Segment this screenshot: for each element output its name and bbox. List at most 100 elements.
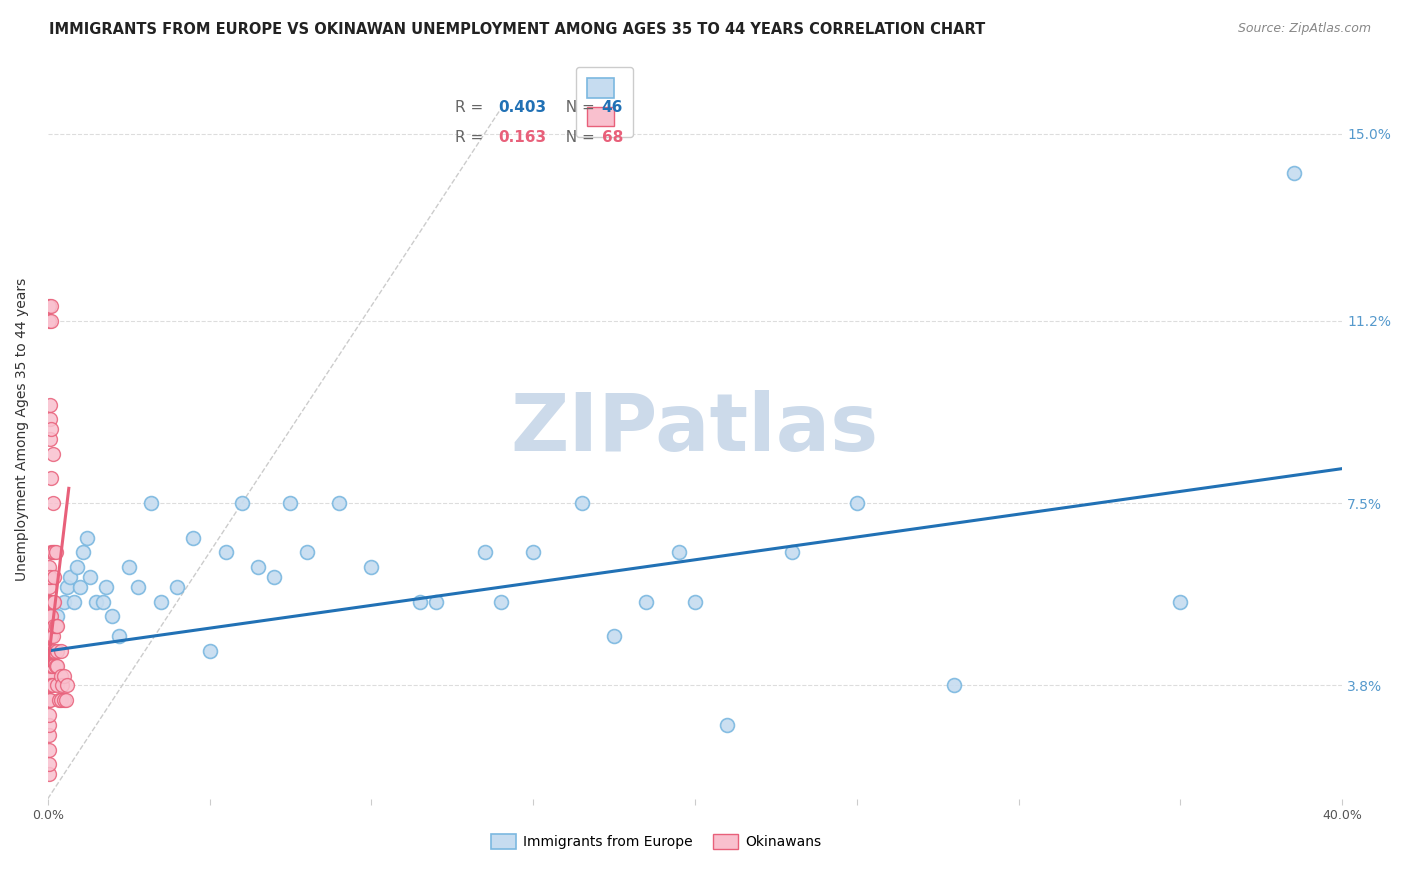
Point: [38, 299, 60, 313]
Point: [39, 422, 62, 436]
Point: [46, 678, 69, 692]
Point: [39, 644, 62, 658]
Text: R =: R =: [456, 100, 489, 115]
Point: [41, 595, 63, 609]
Point: [1170, 595, 1192, 609]
Point: [72, 545, 94, 559]
Point: [39, 570, 62, 584]
Text: N =: N =: [557, 129, 600, 145]
Point: [48, 693, 70, 707]
Point: [91, 595, 114, 609]
Point: [263, 570, 285, 584]
Point: [38, 580, 60, 594]
Text: N =: N =: [557, 100, 600, 115]
Point: [39, 668, 62, 682]
Point: [59, 570, 82, 584]
Point: [522, 545, 544, 559]
Point: [942, 678, 965, 692]
Text: 0.403: 0.403: [498, 100, 547, 115]
Point: [84, 595, 107, 609]
Point: [38, 629, 60, 643]
Point: [41, 629, 63, 643]
Point: [66, 560, 89, 574]
Point: [38, 678, 60, 692]
Point: [215, 545, 238, 559]
Point: [571, 496, 593, 510]
Point: [39, 299, 62, 313]
Point: [46, 609, 69, 624]
Text: ZIPatlas: ZIPatlas: [510, 390, 879, 468]
Point: [39, 609, 62, 624]
Point: [44, 644, 66, 658]
Point: [38, 609, 60, 624]
Point: [38, 644, 60, 658]
Point: [39, 595, 62, 609]
Point: [49, 693, 72, 707]
Point: [328, 496, 350, 510]
Point: [62, 595, 84, 609]
Point: [38, 314, 60, 328]
Point: [39, 314, 62, 328]
Point: [198, 644, 221, 658]
Point: [55, 693, 77, 707]
Point: [52, 693, 75, 707]
Legend: Immigrants from Europe, Okinawans: Immigrants from Europe, Okinawans: [485, 829, 827, 855]
Point: [41, 496, 63, 510]
Point: [183, 531, 205, 545]
Point: [603, 629, 626, 643]
Point: [38, 595, 60, 609]
Point: [39, 609, 62, 624]
Point: [38, 570, 60, 584]
Point: [38, 767, 60, 781]
Point: [44, 595, 66, 609]
Point: [56, 580, 79, 594]
Point: [101, 609, 124, 624]
Point: [45, 545, 67, 559]
Point: [38, 728, 60, 742]
Point: [38, 718, 60, 732]
Point: [38, 658, 60, 673]
Y-axis label: Unemployment Among Ages 35 to 44 years: Unemployment Among Ages 35 to 44 years: [15, 277, 30, 581]
Point: [39, 432, 62, 446]
Point: [118, 560, 141, 574]
Point: [44, 545, 66, 559]
Point: [38, 619, 60, 633]
Point: [409, 595, 432, 609]
Point: [1282, 166, 1305, 180]
Point: [39, 629, 62, 643]
Point: [38, 708, 60, 723]
Point: [39, 693, 62, 707]
Point: [108, 629, 131, 643]
Point: [166, 580, 188, 594]
Point: [44, 570, 66, 584]
Point: [280, 496, 302, 510]
Point: [716, 718, 738, 732]
Text: 0.163: 0.163: [498, 129, 547, 145]
Point: [39, 545, 62, 559]
Point: [76, 531, 98, 545]
Text: 46: 46: [602, 100, 623, 115]
Text: IMMIGRANTS FROM EUROPE VS OKINAWAN UNEMPLOYMENT AMONG AGES 35 TO 44 YEARS CORREL: IMMIGRANTS FROM EUROPE VS OKINAWAN UNEMP…: [49, 22, 986, 37]
Point: [52, 668, 75, 682]
Point: [45, 658, 67, 673]
Point: [46, 658, 69, 673]
Point: [360, 560, 382, 574]
Point: [38, 757, 60, 772]
Point: [49, 644, 72, 658]
Point: [49, 668, 72, 682]
Point: [46, 619, 69, 633]
Point: [69, 580, 91, 594]
Point: [636, 595, 658, 609]
Point: [56, 678, 79, 692]
Point: [41, 447, 63, 461]
Text: Source: ZipAtlas.com: Source: ZipAtlas.com: [1237, 22, 1371, 36]
Point: [41, 545, 63, 559]
Point: [489, 595, 512, 609]
Text: 68: 68: [602, 129, 623, 145]
Point: [39, 595, 62, 609]
Point: [39, 678, 62, 692]
Point: [425, 595, 447, 609]
Point: [295, 545, 318, 559]
Point: [45, 619, 67, 633]
Point: [231, 496, 253, 510]
